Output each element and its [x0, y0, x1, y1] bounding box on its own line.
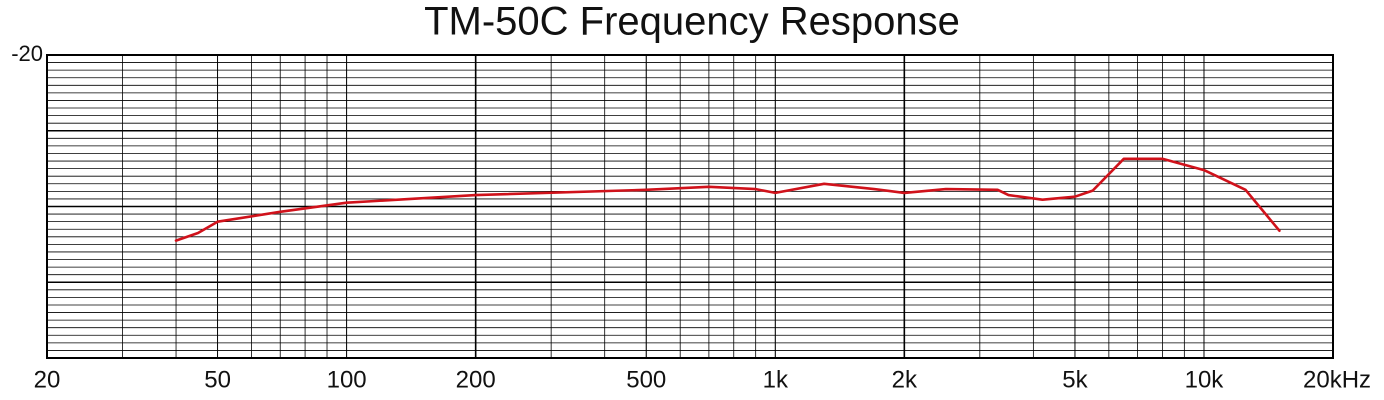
x-tick-label: 20 — [34, 366, 61, 393]
x-tick-label: 2k — [892, 366, 918, 393]
y-tick-label: -20 — [11, 41, 43, 66]
x-tick-label: 5k — [1062, 366, 1088, 393]
x-tick-label: 500 — [626, 366, 666, 393]
chart-title: TM-50C Frequency Response — [424, 0, 960, 44]
x-tick-label: 20kHz — [1303, 366, 1371, 393]
response-line — [174, 157, 1281, 242]
x-tick-label: 50 — [204, 366, 231, 393]
x-tick-label: 10k — [1185, 366, 1225, 393]
x-tick-label: 200 — [456, 366, 496, 393]
x-tick-label: 1k — [763, 366, 789, 393]
x-tick-label: 100 — [327, 366, 367, 393]
plot-frame — [46, 54, 1334, 359]
